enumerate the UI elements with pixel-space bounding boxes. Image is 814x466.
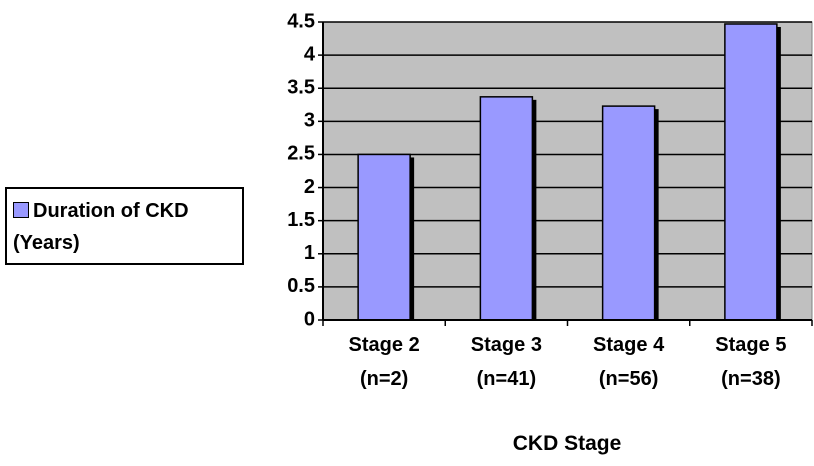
y-tick-label: 1.5	[287, 209, 315, 231]
y-tick-label: 3.5	[287, 77, 315, 99]
y-tick-label: 2	[304, 176, 315, 198]
x-tick-label: Stage 4 (n=56)	[593, 334, 665, 390]
y-tick-label: 0.5	[287, 275, 315, 297]
legend-label: Duration of CKD (Years)	[13, 200, 189, 254]
x-tick-label: Stage 2 (n=2)	[348, 334, 420, 390]
x-tick-label: Stage 5 (n=38)	[715, 334, 787, 390]
y-tick-label: 4	[304, 43, 316, 65]
bar	[479, 96, 534, 321]
y-tick-label: 3	[304, 110, 315, 132]
y-tick-label: 0	[304, 308, 315, 330]
x-tick-label: Stage 3 (n=41)	[470, 334, 542, 390]
y-tick-label: 4.5	[287, 10, 315, 32]
y-tick-label: 1	[304, 242, 315, 264]
bar	[357, 153, 411, 321]
bar	[601, 105, 656, 321]
bar	[724, 23, 778, 321]
legend-swatch	[13, 202, 29, 218]
legend: Duration of CKD (Years)	[5, 187, 244, 265]
y-tick-label: 2.5	[287, 143, 315, 165]
x-axis-title: CKD Stage	[512, 432, 622, 455]
